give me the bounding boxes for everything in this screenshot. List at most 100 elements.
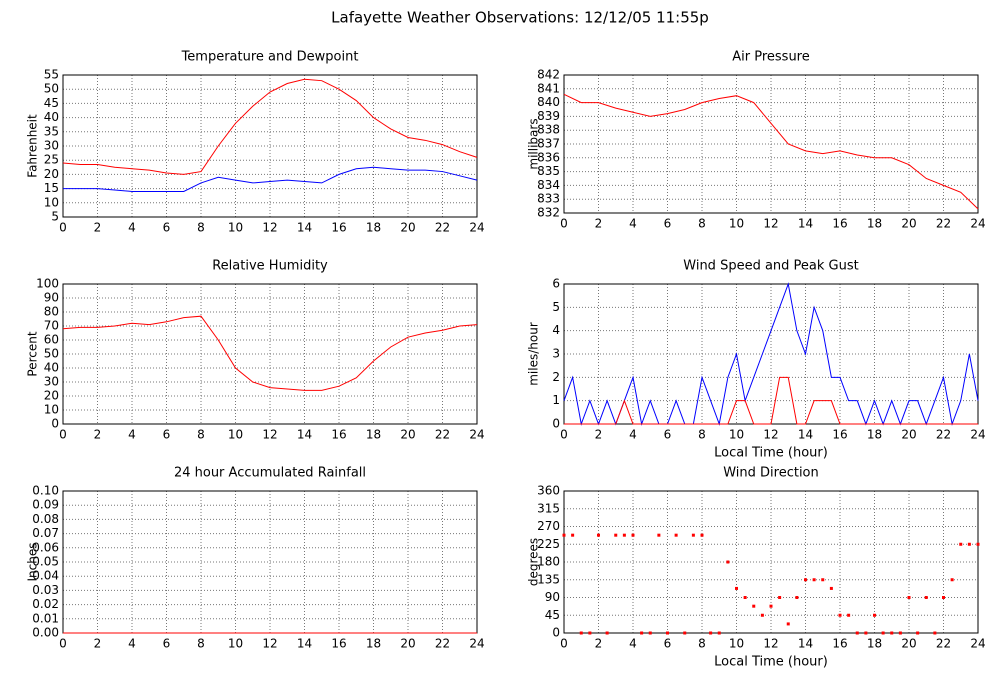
y-tick-label: 70 <box>44 319 59 333</box>
x-tick-label: 18 <box>366 428 381 442</box>
y-tick-label: 0.00 <box>32 626 59 640</box>
y-tick-label: 841 <box>537 81 560 95</box>
point <box>786 622 790 626</box>
y-tick-label: 10 <box>44 403 59 417</box>
x-tick-label: 0 <box>59 221 67 235</box>
x-tick-label: 12 <box>262 428 277 442</box>
y-axis-label: Fahrenheit <box>26 114 40 178</box>
y-tick-label: 4 <box>552 323 560 337</box>
x-tick-label: 14 <box>798 217 813 231</box>
x-tick-label: 6 <box>163 428 171 442</box>
chart-title: Wind Direction <box>723 466 819 481</box>
y-tick-label: 0.02 <box>32 597 59 611</box>
x-tick-label: 2 <box>595 637 603 651</box>
x-tick-label: 2 <box>94 221 102 235</box>
y-tick-label: 832 <box>537 206 560 220</box>
x-tick-label: 6 <box>163 221 171 235</box>
y-tick-label: 0.10 <box>32 484 59 498</box>
y-tick-label: 100 <box>36 277 59 291</box>
x-tick-label: 0 <box>59 428 67 442</box>
y-tick-label: 10 <box>44 195 59 209</box>
x-tick-label: 18 <box>366 637 381 651</box>
point <box>605 631 609 635</box>
point <box>873 613 876 617</box>
point <box>752 604 756 608</box>
y-tick-label: 50 <box>44 82 59 96</box>
point <box>631 533 635 537</box>
x-tick-label: 14 <box>297 637 312 651</box>
x-tick-label: 10 <box>729 637 744 651</box>
y-tick-label: 225 <box>537 537 560 551</box>
point <box>614 533 618 537</box>
x-tick-label: 4 <box>629 428 637 442</box>
page-title: Lafayette Weather Observations: 12/12/05… <box>331 9 709 27</box>
y-tick-label: 5 <box>51 210 59 224</box>
series-line <box>63 166 478 192</box>
y-tick-label: 834 <box>537 178 560 192</box>
x-tick-label: 20 <box>400 637 415 651</box>
x-tick-label: 22 <box>936 217 951 231</box>
point <box>648 631 652 635</box>
x-tick-label: 6 <box>163 637 171 651</box>
y-tick-label: 35 <box>44 124 59 138</box>
y-tick-label: 20 <box>44 389 59 403</box>
y-tick-label: 80 <box>44 305 59 319</box>
x-tick-label: 16 <box>832 428 847 442</box>
y-tick-label: 837 <box>537 137 560 151</box>
point <box>959 542 963 546</box>
y-tick-label: 0.06 <box>32 540 59 554</box>
point <box>829 586 833 590</box>
x-tick-label: 6 <box>664 217 672 231</box>
x-tick-label: 22 <box>936 637 951 651</box>
y-tick-label: 270 <box>537 519 560 533</box>
y-tick-label: 360 <box>537 484 560 498</box>
x-tick-label: 22 <box>435 637 450 651</box>
point <box>743 596 747 599</box>
y-tick-label: 0 <box>552 417 560 431</box>
y-tick-label: 839 <box>537 109 560 123</box>
y-tick-label: 836 <box>537 150 560 164</box>
x-tick-label: 22 <box>435 428 450 442</box>
y-tick-label: 90 <box>545 590 560 604</box>
point <box>571 533 575 537</box>
series-line <box>563 282 979 426</box>
x-tick-label: 20 <box>901 637 916 651</box>
x-tick-label: 6 <box>664 637 672 651</box>
point <box>967 542 971 546</box>
x-tick-label: 8 <box>698 428 706 442</box>
y-tick-label: 40 <box>44 110 59 124</box>
point <box>674 533 678 537</box>
y-tick-label: 60 <box>44 333 59 347</box>
y-tick-label: 45 <box>545 608 560 622</box>
point <box>838 613 842 617</box>
y-tick-label: 30 <box>44 139 59 153</box>
x-tick-label: 16 <box>832 637 847 651</box>
y-tick-label: 835 <box>537 164 560 178</box>
x-tick-label: 4 <box>128 221 136 235</box>
x-tick-label: 8 <box>197 637 205 651</box>
x-tick-label: 18 <box>366 221 381 235</box>
plot-frame <box>62 74 478 218</box>
y-tick-label: 838 <box>537 123 560 137</box>
y-tick-label: 180 <box>537 555 560 569</box>
x-tick-label: 0 <box>59 637 67 651</box>
point <box>847 613 851 617</box>
y-tick-label: 45 <box>44 96 59 110</box>
point <box>562 533 566 537</box>
plot-frame <box>563 74 979 214</box>
series-line <box>563 93 979 210</box>
x-tick-label: 24 <box>469 637 484 651</box>
point <box>622 533 626 537</box>
point <box>821 578 825 582</box>
point <box>804 578 807 582</box>
y-tick-label: 0.05 <box>32 555 59 569</box>
x-tick-label: 16 <box>331 428 346 442</box>
x-tick-label: 14 <box>297 428 312 442</box>
x-tick-label: 8 <box>197 221 205 235</box>
point <box>709 631 713 635</box>
x-tick-label: 10 <box>228 428 243 442</box>
x-tick-label: 0 <box>560 637 568 651</box>
point <box>950 578 954 582</box>
point <box>666 631 669 635</box>
x-tick-label: 2 <box>94 428 102 442</box>
